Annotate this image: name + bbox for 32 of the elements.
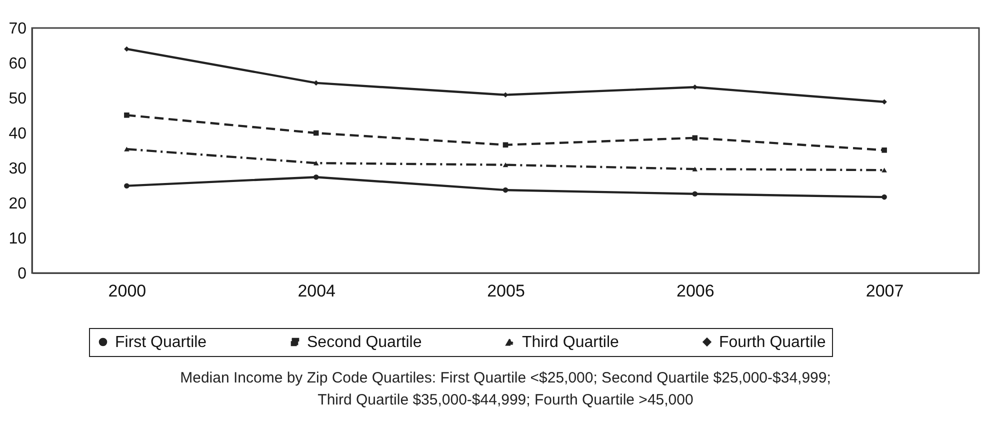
point (692, 166, 698, 172)
y-tick-label: 20 (8, 196, 27, 212)
x-tick-label: 2007 (866, 282, 904, 300)
legend-label: Third Quartile (522, 334, 620, 351)
y-tick-label: 50 (8, 90, 27, 108)
point (124, 146, 130, 152)
point (882, 99, 887, 104)
y-tick-label: 60 (8, 56, 27, 72)
point (124, 112, 130, 118)
y-tick-label: 0 (18, 266, 27, 282)
x-tick-label: 2004 (298, 282, 336, 300)
y-tick-label: 30 (8, 160, 27, 178)
x-tick-label: 2000 (108, 282, 146, 300)
point (692, 191, 698, 197)
legend-label: Fourth Quartile (719, 334, 826, 351)
x-tick-label: 2006 (676, 282, 714, 300)
point (882, 148, 887, 153)
point (502, 187, 508, 193)
point (882, 194, 887, 200)
point (502, 162, 508, 168)
legend-label: First Quartile (115, 334, 207, 351)
y-tick-label: 70 (8, 20, 27, 38)
text: Third Quartile $35,000-$44,999; Fourth Quartile >45,000 (318, 392, 694, 408)
point (313, 174, 319, 180)
legend-label: Second Quartile (307, 334, 422, 351)
text: Median Income by Zip Code Quartiles: First Quartile <$25,000; Second Quartile $25,000-$34,999; (180, 370, 831, 386)
y-tick-label: 10 (8, 230, 27, 248)
x-tick-label: 2005 (487, 282, 525, 300)
point (882, 168, 887, 172)
point (124, 183, 130, 188)
y-tick-label: 40 (8, 126, 27, 142)
point (313, 160, 319, 166)
